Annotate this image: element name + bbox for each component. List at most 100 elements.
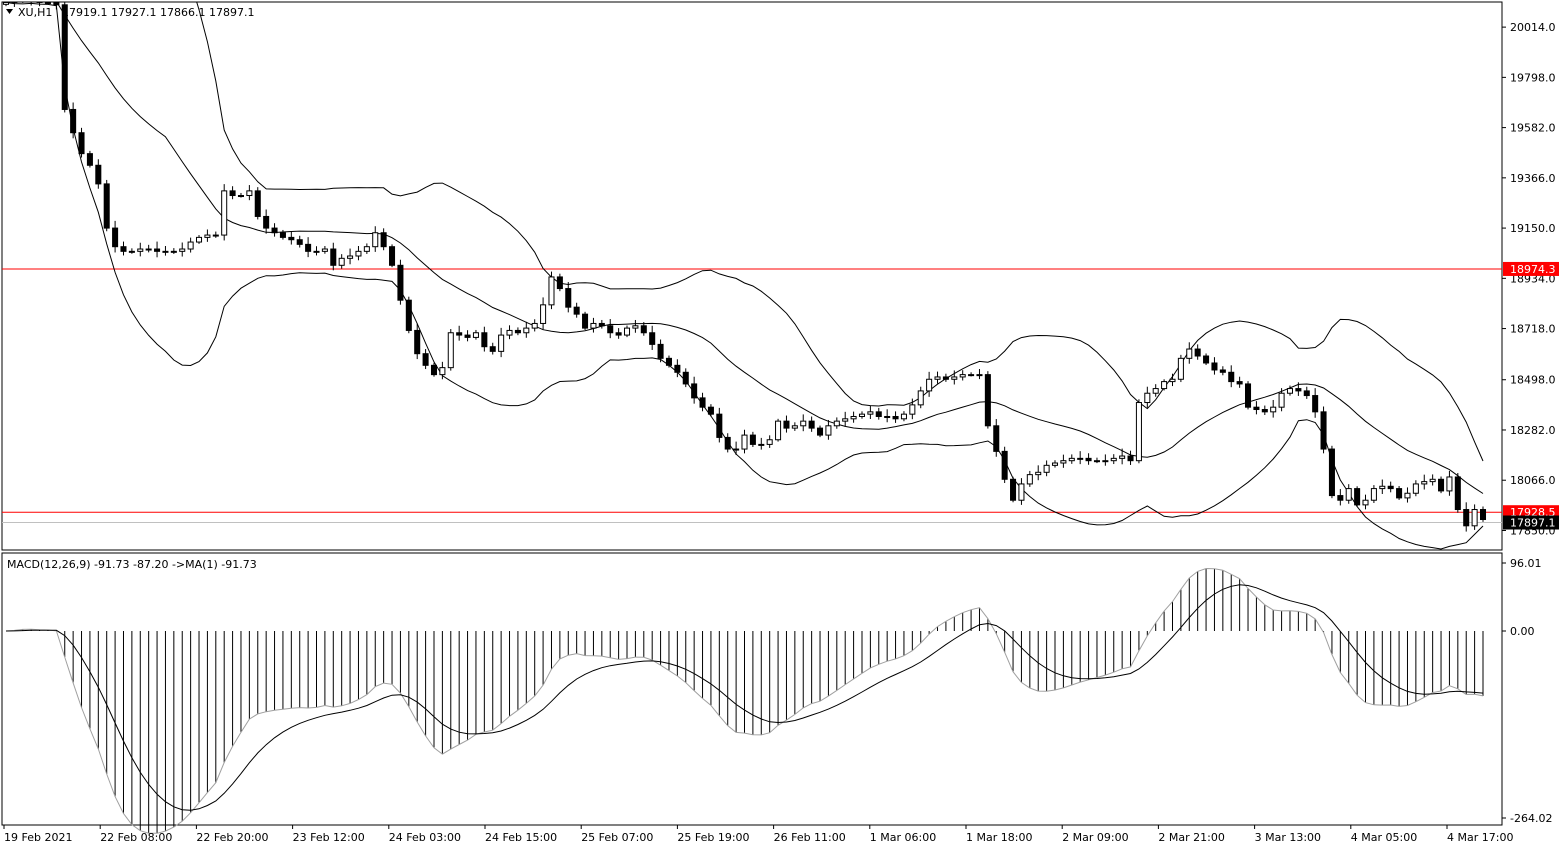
time-axis-label: 25 Feb 19:00	[677, 831, 749, 844]
candle-body	[876, 412, 881, 417]
candle-body	[1220, 370, 1225, 372]
last-price-tag-label: 17897.1	[1510, 517, 1556, 530]
candle	[289, 231, 294, 244]
candle-body	[79, 133, 84, 154]
candle	[390, 244, 395, 267]
candle	[348, 249, 353, 265]
candle-body	[465, 335, 470, 337]
price-axis-label: 20014.0	[1510, 21, 1556, 34]
candle-body	[1044, 465, 1049, 472]
candle	[356, 246, 361, 260]
candle-body	[750, 435, 755, 444]
candle-body	[448, 333, 453, 368]
candle	[734, 442, 739, 455]
candle	[1128, 451, 1133, 465]
candle-body	[1078, 458, 1083, 459]
candle	[541, 297, 546, 329]
candle-body	[196, 237, 201, 242]
triangle-down-icon[interactable]	[6, 9, 13, 14]
candle	[935, 372, 940, 384]
candle-body	[188, 242, 193, 249]
candle-body	[104, 184, 109, 228]
candle	[1052, 460, 1057, 467]
candle	[1220, 366, 1225, 375]
candle-body	[868, 412, 873, 414]
price-axis: 20014.019798.019582.019366.019150.018934…	[1502, 21, 1559, 825]
candle-body	[1329, 449, 1334, 496]
candle-body	[935, 377, 940, 379]
candle	[381, 228, 386, 250]
candle-body	[129, 251, 134, 252]
candle	[146, 245, 151, 253]
candle-body	[155, 249, 160, 251]
candle	[96, 159, 101, 188]
time-axis-label: 2 Mar 21:00	[1158, 831, 1224, 844]
candle	[776, 419, 781, 442]
candles	[3, 0, 1485, 532]
candle-body	[322, 249, 327, 251]
candle-body	[1447, 477, 1452, 491]
candle	[373, 226, 378, 252]
candle-body	[171, 251, 176, 252]
candle-body	[725, 437, 730, 449]
candle	[901, 411, 906, 421]
candle	[717, 408, 722, 443]
chart-header[interactable]: XU,H1 17919.1 17927.1 17866.1 17897.1	[6, 6, 254, 19]
time-axis-label: 3 Mar 13:00	[1255, 831, 1321, 844]
candle-body	[742, 435, 747, 449]
price-axis-label: 19582.0	[1510, 122, 1556, 135]
candle	[1120, 449, 1125, 465]
candle-body	[784, 421, 789, 428]
candle	[1094, 458, 1099, 463]
candle	[230, 186, 235, 199]
macd-indicator-label: MACD(12,26,9) -91.73 -87.20 ->MA(1) -91.…	[7, 558, 257, 571]
candle	[29, 0, 34, 6]
candle-body	[574, 307, 579, 314]
candle	[994, 419, 999, 457]
candle	[624, 326, 629, 338]
candle	[557, 274, 562, 291]
candle-body	[1178, 358, 1183, 379]
candle-body	[423, 354, 428, 366]
candle	[784, 416, 789, 433]
candle-body	[1237, 382, 1242, 384]
candle-body	[1011, 479, 1016, 500]
candle	[943, 374, 948, 382]
candle	[138, 243, 143, 257]
candle-body	[1204, 356, 1209, 363]
candle-body	[1086, 458, 1091, 460]
candle	[868, 406, 873, 419]
candle-body	[1136, 403, 1141, 461]
candle	[297, 236, 302, 248]
candle-body	[490, 347, 495, 352]
candle-body	[473, 333, 478, 338]
candle-body	[3, 2, 8, 4]
candle-body	[583, 314, 588, 328]
candle-body	[1363, 500, 1368, 505]
candle-body	[339, 258, 344, 265]
candle-body	[1036, 472, 1041, 474]
candle-body	[331, 249, 336, 265]
candle	[155, 242, 160, 258]
candle	[1439, 476, 1444, 493]
candle-body	[1371, 489, 1376, 501]
candle-body	[759, 444, 764, 445]
candle	[683, 368, 688, 387]
candle	[1212, 357, 1217, 374]
level-price-tag-label: 18974.3	[1510, 263, 1556, 276]
candle-body	[1128, 456, 1133, 461]
time-axis-label: 24 Feb 03:00	[389, 831, 461, 844]
candle	[1422, 475, 1427, 490]
candle-body	[515, 330, 520, 332]
candle-body	[532, 323, 537, 328]
candle-body	[969, 375, 974, 376]
main-panel-frame	[2, 2, 1502, 550]
candle	[834, 417, 839, 428]
candle-body	[1296, 389, 1301, 391]
candle	[818, 426, 823, 438]
candle	[851, 412, 856, 423]
macd-axis-label: -264.02	[1510, 812, 1552, 825]
price-axis-label: 19798.0	[1510, 71, 1556, 84]
